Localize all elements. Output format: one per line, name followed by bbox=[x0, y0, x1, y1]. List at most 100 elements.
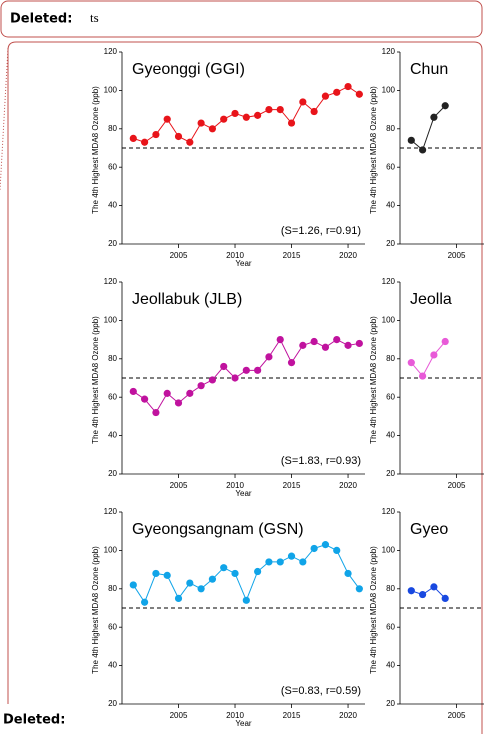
data-point bbox=[231, 109, 239, 118]
data-point bbox=[287, 119, 296, 127]
y-tick-label: 120 bbox=[104, 277, 118, 286]
data-point bbox=[265, 106, 273, 114]
data-point bbox=[430, 583, 438, 591]
y-tick-label: 20 bbox=[108, 469, 117, 478]
data-point bbox=[441, 102, 449, 110]
y-tick-label: 20 bbox=[386, 239, 395, 248]
data-point bbox=[186, 389, 194, 397]
y-tick-label: 40 bbox=[386, 661, 395, 670]
data-point bbox=[174, 594, 183, 603]
y-tick-label: 60 bbox=[386, 392, 395, 401]
x-tick-label: 2005 bbox=[448, 251, 466, 260]
y-axis-label: The 4th Highest MDA8 Ozone (ppb) bbox=[369, 86, 378, 214]
data-point bbox=[287, 359, 296, 367]
y-tick-label: 100 bbox=[104, 546, 118, 555]
data-point bbox=[129, 134, 137, 142]
series-line bbox=[410, 341, 446, 377]
data-point bbox=[141, 598, 149, 606]
comment-label: Deleted: bbox=[10, 12, 72, 27]
y-tick-label: 100 bbox=[104, 86, 118, 95]
x-tick-label: 2010 bbox=[226, 481, 244, 490]
data-point bbox=[299, 341, 307, 349]
x-tick-label: 2015 bbox=[283, 481, 301, 490]
y-tick-label: 60 bbox=[386, 622, 395, 631]
data-point bbox=[321, 343, 330, 351]
data-point bbox=[220, 564, 228, 572]
y-axis-label: The 4th Highest MDA8 Ozone (ppb) bbox=[91, 316, 100, 444]
y-tick-label: 60 bbox=[386, 162, 395, 171]
data-point bbox=[242, 366, 250, 374]
x-axis-label: Year bbox=[235, 259, 252, 268]
data-point bbox=[208, 575, 217, 583]
data-point bbox=[419, 146, 427, 154]
data-point bbox=[220, 362, 228, 371]
data-point bbox=[208, 376, 217, 384]
x-tick-label: 2015 bbox=[283, 711, 301, 720]
x-axis-label: Year bbox=[235, 719, 252, 728]
data-point bbox=[265, 353, 273, 361]
x-tick-label: 2005 bbox=[170, 251, 188, 260]
y-axis-label: The 4th Highest MDA8 Ozone (ppb) bbox=[369, 316, 378, 444]
data-point bbox=[355, 339, 363, 348]
y-tick-label: 80 bbox=[386, 124, 395, 133]
data-point bbox=[231, 374, 239, 382]
y-tick-label: 20 bbox=[386, 699, 395, 708]
data-point bbox=[265, 558, 273, 566]
y-axis-label: The 4th Highest MDA8 Ozone (ppb) bbox=[369, 546, 378, 674]
y-tick-label: 40 bbox=[108, 661, 117, 670]
y-tick-label: 120 bbox=[104, 507, 118, 516]
y-tick-label: 120 bbox=[104, 47, 118, 56]
y-tick-label: 60 bbox=[108, 622, 117, 631]
data-point bbox=[254, 366, 262, 374]
y-tick-label: 100 bbox=[382, 316, 396, 325]
data-point bbox=[208, 125, 217, 133]
data-point bbox=[276, 336, 284, 344]
data-point bbox=[310, 337, 318, 346]
data-point bbox=[186, 138, 194, 146]
x-tick-label: 2020 bbox=[339, 711, 357, 720]
series-line bbox=[410, 105, 446, 151]
data-point bbox=[163, 389, 171, 397]
data-point bbox=[344, 569, 352, 578]
data-point bbox=[310, 107, 318, 116]
data-point bbox=[355, 585, 363, 593]
data-point bbox=[355, 90, 363, 98]
data-point bbox=[141, 395, 149, 403]
data-point bbox=[333, 546, 341, 555]
x-tick-label: 2005 bbox=[448, 711, 466, 720]
data-point bbox=[310, 544, 318, 553]
x-tick-label: 2005 bbox=[448, 481, 466, 490]
data-point bbox=[321, 92, 330, 100]
data-point bbox=[163, 115, 171, 123]
data-point bbox=[174, 132, 183, 141]
data-point bbox=[430, 113, 438, 121]
data-point bbox=[129, 387, 137, 396]
y-tick-label: 40 bbox=[386, 201, 395, 210]
y-axis-label: The 4th Highest MDA8 Ozone (ppb) bbox=[91, 86, 100, 214]
data-point bbox=[419, 590, 427, 599]
y-tick-label: 80 bbox=[386, 354, 395, 363]
data-point bbox=[197, 119, 205, 127]
chart-title: Chun bbox=[410, 61, 448, 78]
chart-title: Gyeongsangnam (GSN) bbox=[132, 521, 304, 538]
data-point bbox=[242, 113, 250, 121]
x-axis-label: Year bbox=[235, 489, 252, 498]
data-point bbox=[152, 569, 160, 578]
y-tick-label: 100 bbox=[382, 546, 396, 555]
y-tick-label: 80 bbox=[108, 354, 117, 363]
data-point bbox=[299, 558, 307, 566]
chart-title: Jeollabuk (JLB) bbox=[132, 291, 242, 308]
y-tick-label: 100 bbox=[382, 86, 396, 95]
y-tick-label: 80 bbox=[108, 584, 117, 593]
y-tick-label: 40 bbox=[386, 431, 395, 440]
y-tick-label: 80 bbox=[386, 584, 395, 593]
data-point bbox=[231, 569, 239, 578]
data-point bbox=[407, 587, 415, 595]
y-tick-label: 60 bbox=[108, 392, 117, 401]
data-point bbox=[441, 337, 449, 346]
chart-title: Jeolla bbox=[410, 291, 452, 308]
y-tick-label: 120 bbox=[382, 47, 396, 56]
data-point bbox=[174, 399, 183, 407]
data-point bbox=[197, 585, 205, 593]
chart-title: Gyeonggi (GGI) bbox=[132, 61, 245, 78]
